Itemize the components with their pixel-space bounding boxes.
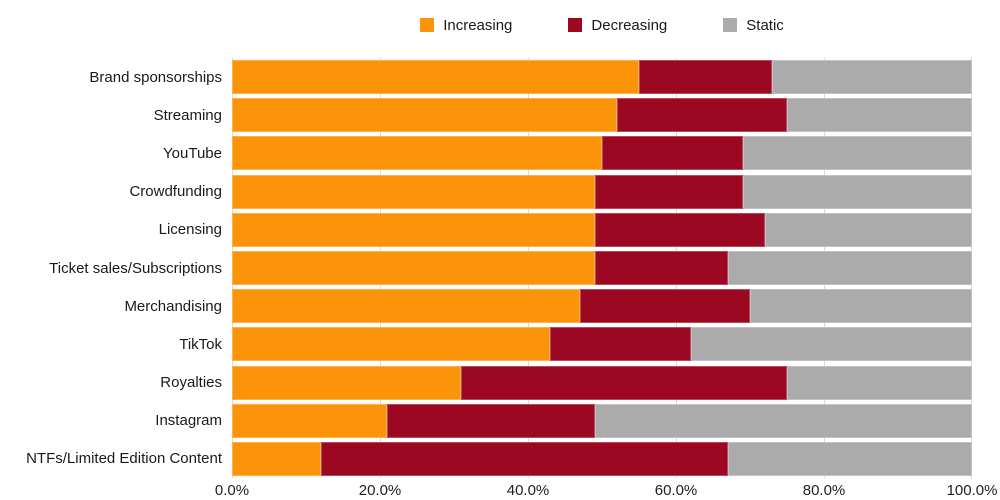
bar-segment-decreasing bbox=[602, 136, 743, 171]
x-tick-label: 0.0% bbox=[214, 482, 250, 499]
legend-label-decreasing: Decreasing bbox=[591, 16, 668, 34]
stacked-bar bbox=[232, 174, 972, 209]
bar-segment-increasing bbox=[232, 136, 602, 171]
bar-segment-increasing bbox=[232, 174, 595, 209]
bar-segment-static bbox=[772, 60, 972, 95]
legend-label-increasing: Increasing bbox=[443, 16, 513, 34]
bar-segment-decreasing bbox=[461, 365, 787, 400]
category-label: Royalties bbox=[160, 374, 222, 392]
bar-segment-decreasing bbox=[579, 289, 750, 324]
legend-swatch-decreasing-icon bbox=[568, 18, 583, 32]
bar-row bbox=[232, 173, 972, 211]
bar-segment-increasing bbox=[232, 60, 639, 95]
bar-segment-decreasing bbox=[594, 251, 728, 286]
stacked-bar bbox=[232, 365, 972, 400]
bar-segment-increasing bbox=[232, 212, 595, 247]
y-axis-labels: Brand sponsorships Streaming YouTube Crowdf… bbox=[0, 58, 222, 478]
x-tick-label: 100.0% bbox=[946, 482, 998, 499]
bar-segment-increasing bbox=[232, 327, 551, 362]
bar-segment-static bbox=[786, 365, 972, 400]
bar-row bbox=[232, 211, 972, 249]
legend-item-static: Static bbox=[723, 18, 784, 33]
bar-segment-increasing bbox=[232, 98, 617, 133]
legend-label-static: Static bbox=[746, 16, 784, 34]
bar-segment-decreasing bbox=[594, 174, 743, 209]
bar-segment-increasing bbox=[232, 289, 580, 324]
bar-row bbox=[232, 325, 972, 363]
category-label: Crowdfunding bbox=[129, 183, 222, 201]
chart-legend: Increasing Decreasing Static bbox=[232, 14, 972, 36]
bar-row bbox=[232, 364, 972, 402]
category-label: Merchandising bbox=[124, 297, 222, 315]
category-label: Instagram bbox=[155, 412, 222, 430]
x-tick-label: 40.0% bbox=[506, 482, 550, 499]
bar-row bbox=[232, 134, 972, 172]
bar-row bbox=[232, 287, 972, 325]
legend-item-increasing: Increasing bbox=[420, 18, 512, 33]
legend-swatch-static-icon bbox=[723, 18, 738, 32]
bar-segment-static bbox=[727, 251, 972, 286]
bar-row bbox=[232, 402, 972, 440]
bar-segment-static bbox=[727, 441, 972, 476]
bar-segment-decreasing bbox=[550, 327, 691, 362]
legend-swatch-increasing-icon bbox=[420, 18, 435, 32]
bar-segment-static bbox=[742, 136, 972, 171]
stacked-bar bbox=[232, 136, 972, 171]
category-label: Brand sponsorships bbox=[89, 68, 222, 86]
stacked-bar bbox=[232, 441, 972, 476]
category-label: Licensing bbox=[158, 221, 222, 239]
bar-segment-increasing bbox=[232, 251, 595, 286]
x-tick-label: 20.0% bbox=[358, 482, 402, 499]
x-tick-label: 60.0% bbox=[654, 482, 698, 499]
bar-rows bbox=[232, 58, 972, 478]
bar-segment-decreasing bbox=[594, 212, 765, 247]
x-tick-label: 80.0% bbox=[802, 482, 846, 499]
x-axis-tick-labels: 0.0% 20.0% 40.0% 60.0% 80.0% 100.0% bbox=[215, 482, 998, 500]
bar-segment-decreasing bbox=[320, 441, 728, 476]
category-label: NTFs/Limited Edition Content bbox=[26, 450, 222, 468]
bar-row bbox=[232, 440, 972, 478]
bar-segment-increasing bbox=[232, 441, 321, 476]
bar-segment-static bbox=[594, 403, 972, 438]
plot-area bbox=[232, 58, 972, 478]
category-label: YouTube bbox=[163, 144, 222, 162]
bar-segment-decreasing bbox=[639, 60, 773, 95]
bar-segment-increasing bbox=[232, 403, 388, 438]
stacked-bar bbox=[232, 98, 972, 133]
bar-segment-static bbox=[690, 327, 972, 362]
stacked-bar bbox=[232, 60, 972, 95]
bar-segment-static bbox=[764, 212, 972, 247]
category-label: Ticket sales/Subscriptions bbox=[49, 259, 222, 277]
legend-item-decreasing: Decreasing bbox=[568, 18, 667, 33]
stacked-bar bbox=[232, 289, 972, 324]
bar-row bbox=[232, 96, 972, 134]
bar-segment-decreasing bbox=[616, 98, 787, 133]
stacked-bar bbox=[232, 403, 972, 438]
stacked-bar bbox=[232, 251, 972, 286]
bar-segment-decreasing bbox=[387, 403, 595, 438]
stacked-bar bbox=[232, 212, 972, 247]
bar-row bbox=[232, 249, 972, 287]
bar-row bbox=[232, 58, 972, 96]
stacked-bar bbox=[232, 327, 972, 362]
category-label: TikTok bbox=[179, 335, 222, 353]
bar-segment-static bbox=[786, 98, 972, 133]
bar-segment-static bbox=[749, 289, 972, 324]
bar-segment-increasing bbox=[232, 365, 462, 400]
category-label: Streaming bbox=[153, 106, 222, 124]
bar-segment-static bbox=[742, 174, 972, 209]
